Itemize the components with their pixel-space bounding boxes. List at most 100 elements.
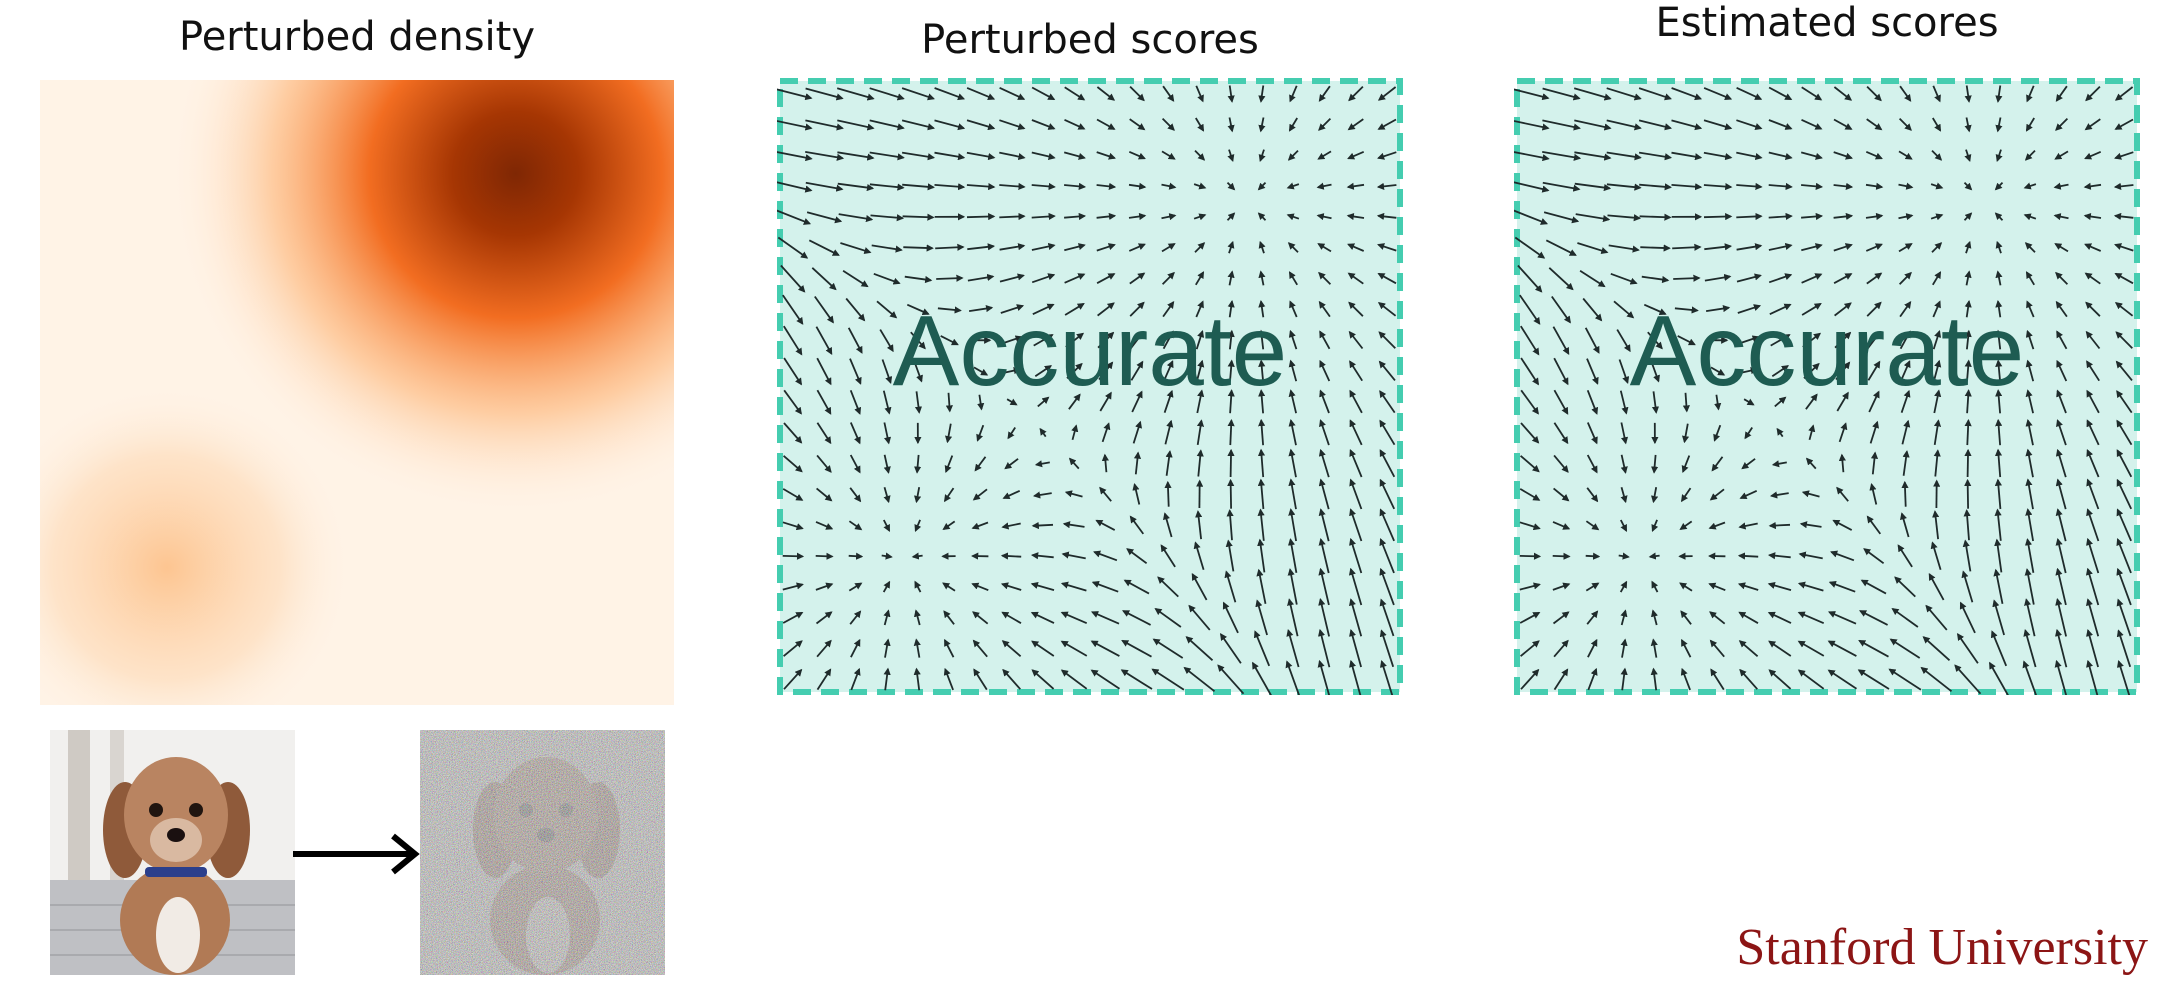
score-arrow: [1586, 422, 1598, 445]
score-arrow: [1705, 304, 1731, 313]
score-arrow: [1227, 418, 1235, 446]
score-arrow: [1931, 149, 1943, 161]
score-arrow: [2054, 243, 2069, 253]
score-arrow: [1007, 427, 1016, 440]
score-arrow: [1740, 367, 1758, 375]
score-arrow: [906, 303, 930, 315]
score-arrow: [966, 87, 996, 101]
score-arrow: [1767, 611, 1792, 624]
score-arrow: [2116, 538, 2132, 574]
score-arrow: [1128, 243, 1146, 252]
score-arrow: [1932, 300, 1941, 318]
score-arrow: [1227, 85, 1235, 103]
score-arrow: [2025, 418, 2034, 446]
score-arrow: [1838, 453, 1846, 473]
score-arrow: [1866, 272, 1883, 285]
score-arrow: [1639, 183, 1672, 191]
score-arrow: [1517, 264, 1543, 293]
score-arrow: [1704, 273, 1732, 282]
score-arrow: [1287, 568, 1298, 605]
score-arrow: [1318, 567, 1330, 606]
score-arrow: [1619, 580, 1628, 593]
score-arrow: [1964, 478, 1972, 509]
score-arrow: [1768, 212, 1793, 221]
score-arrow: [1964, 117, 1972, 133]
score-arrow: [2056, 330, 2068, 350]
score-arrow: [1258, 117, 1266, 133]
score-arrow: [1995, 240, 2003, 254]
score-arrow: [1638, 87, 1672, 101]
score-arrow: [1319, 419, 1330, 446]
score-arrow: [1096, 182, 1117, 190]
score-arrow: [1582, 297, 1603, 322]
score-arrow: [1964, 299, 1972, 318]
score-arrow: [1801, 212, 1824, 221]
score-arrow: [837, 151, 875, 161]
score-arrow: [1993, 568, 2004, 604]
score-arrow: [1222, 601, 1239, 634]
score-arrow: [1900, 512, 1910, 538]
score-arrow: [1640, 244, 1671, 252]
score-arrow: [1377, 151, 1397, 160]
score-arrow: [1932, 117, 1942, 132]
score-arrow: [1964, 329, 1972, 350]
score-arrow: [1226, 212, 1236, 221]
score-arrow: [1888, 668, 1922, 691]
score-arrow: [1064, 243, 1086, 252]
score-arrow: [2055, 597, 2067, 637]
score-arrow: [1253, 630, 1271, 667]
score-arrow: [1833, 273, 1853, 284]
score-arrow: [901, 87, 935, 101]
score-arrow: [1863, 548, 1885, 565]
score-arrow: [2026, 300, 2035, 318]
score-arrow: [1130, 360, 1144, 381]
score-arrow: [2086, 537, 2100, 574]
score-arrow: [777, 88, 813, 101]
score-arrow: [1768, 669, 1792, 690]
score-arrow: [913, 609, 921, 626]
score-arrow: [2084, 272, 2101, 285]
score-arrow: [1123, 579, 1150, 595]
score-arrow: [1193, 213, 1207, 221]
score-arrow: [1349, 659, 1362, 695]
score-arrow: [1285, 660, 1300, 695]
score-arrow: [1287, 538, 1298, 573]
score-arrow: [1349, 419, 1363, 446]
score-arrow: [816, 389, 832, 415]
score-arrow: [914, 454, 922, 474]
score-arrow: [1316, 182, 1332, 190]
score-arrow: [1801, 273, 1823, 284]
score-arrow: [1161, 243, 1176, 253]
score-arrow: [1620, 422, 1629, 445]
score-arrow: [1377, 272, 1397, 285]
score-arrow: [783, 357, 802, 386]
score-arrow: [1573, 87, 1612, 101]
score-arrow: [1161, 182, 1177, 190]
score-arrow: [1191, 572, 1208, 601]
score-arrow: [1574, 182, 1612, 192]
score-arrow: [1183, 666, 1216, 693]
score-arrow: [1900, 389, 1911, 413]
score-arrow: [816, 487, 833, 502]
score-arrow: [1163, 389, 1174, 413]
score-arrow: [1963, 181, 1973, 191]
score-arrow: [1068, 393, 1081, 410]
score-arrow: [1620, 667, 1628, 691]
score-arrow: [1894, 576, 1916, 598]
score-arrow: [1865, 243, 1883, 252]
score-arrow: [1227, 359, 1235, 382]
score-arrow: [2116, 449, 2133, 478]
score-arrow: [2055, 508, 2067, 542]
score-arrow: [1992, 599, 2005, 636]
score-arrow: [1797, 669, 1825, 690]
score-arrow: [1575, 213, 1611, 223]
score-arrow: [782, 521, 804, 531]
score-arrow: [1933, 389, 1942, 414]
score-arrow: [2113, 182, 2134, 190]
score-arrow: [972, 611, 989, 625]
score-arrow: [1709, 611, 1726, 625]
score-arrow: [1378, 360, 1396, 381]
score-arrow: [934, 183, 966, 191]
score-arrow: [2056, 419, 2067, 446]
score-arrow: [1064, 303, 1085, 316]
